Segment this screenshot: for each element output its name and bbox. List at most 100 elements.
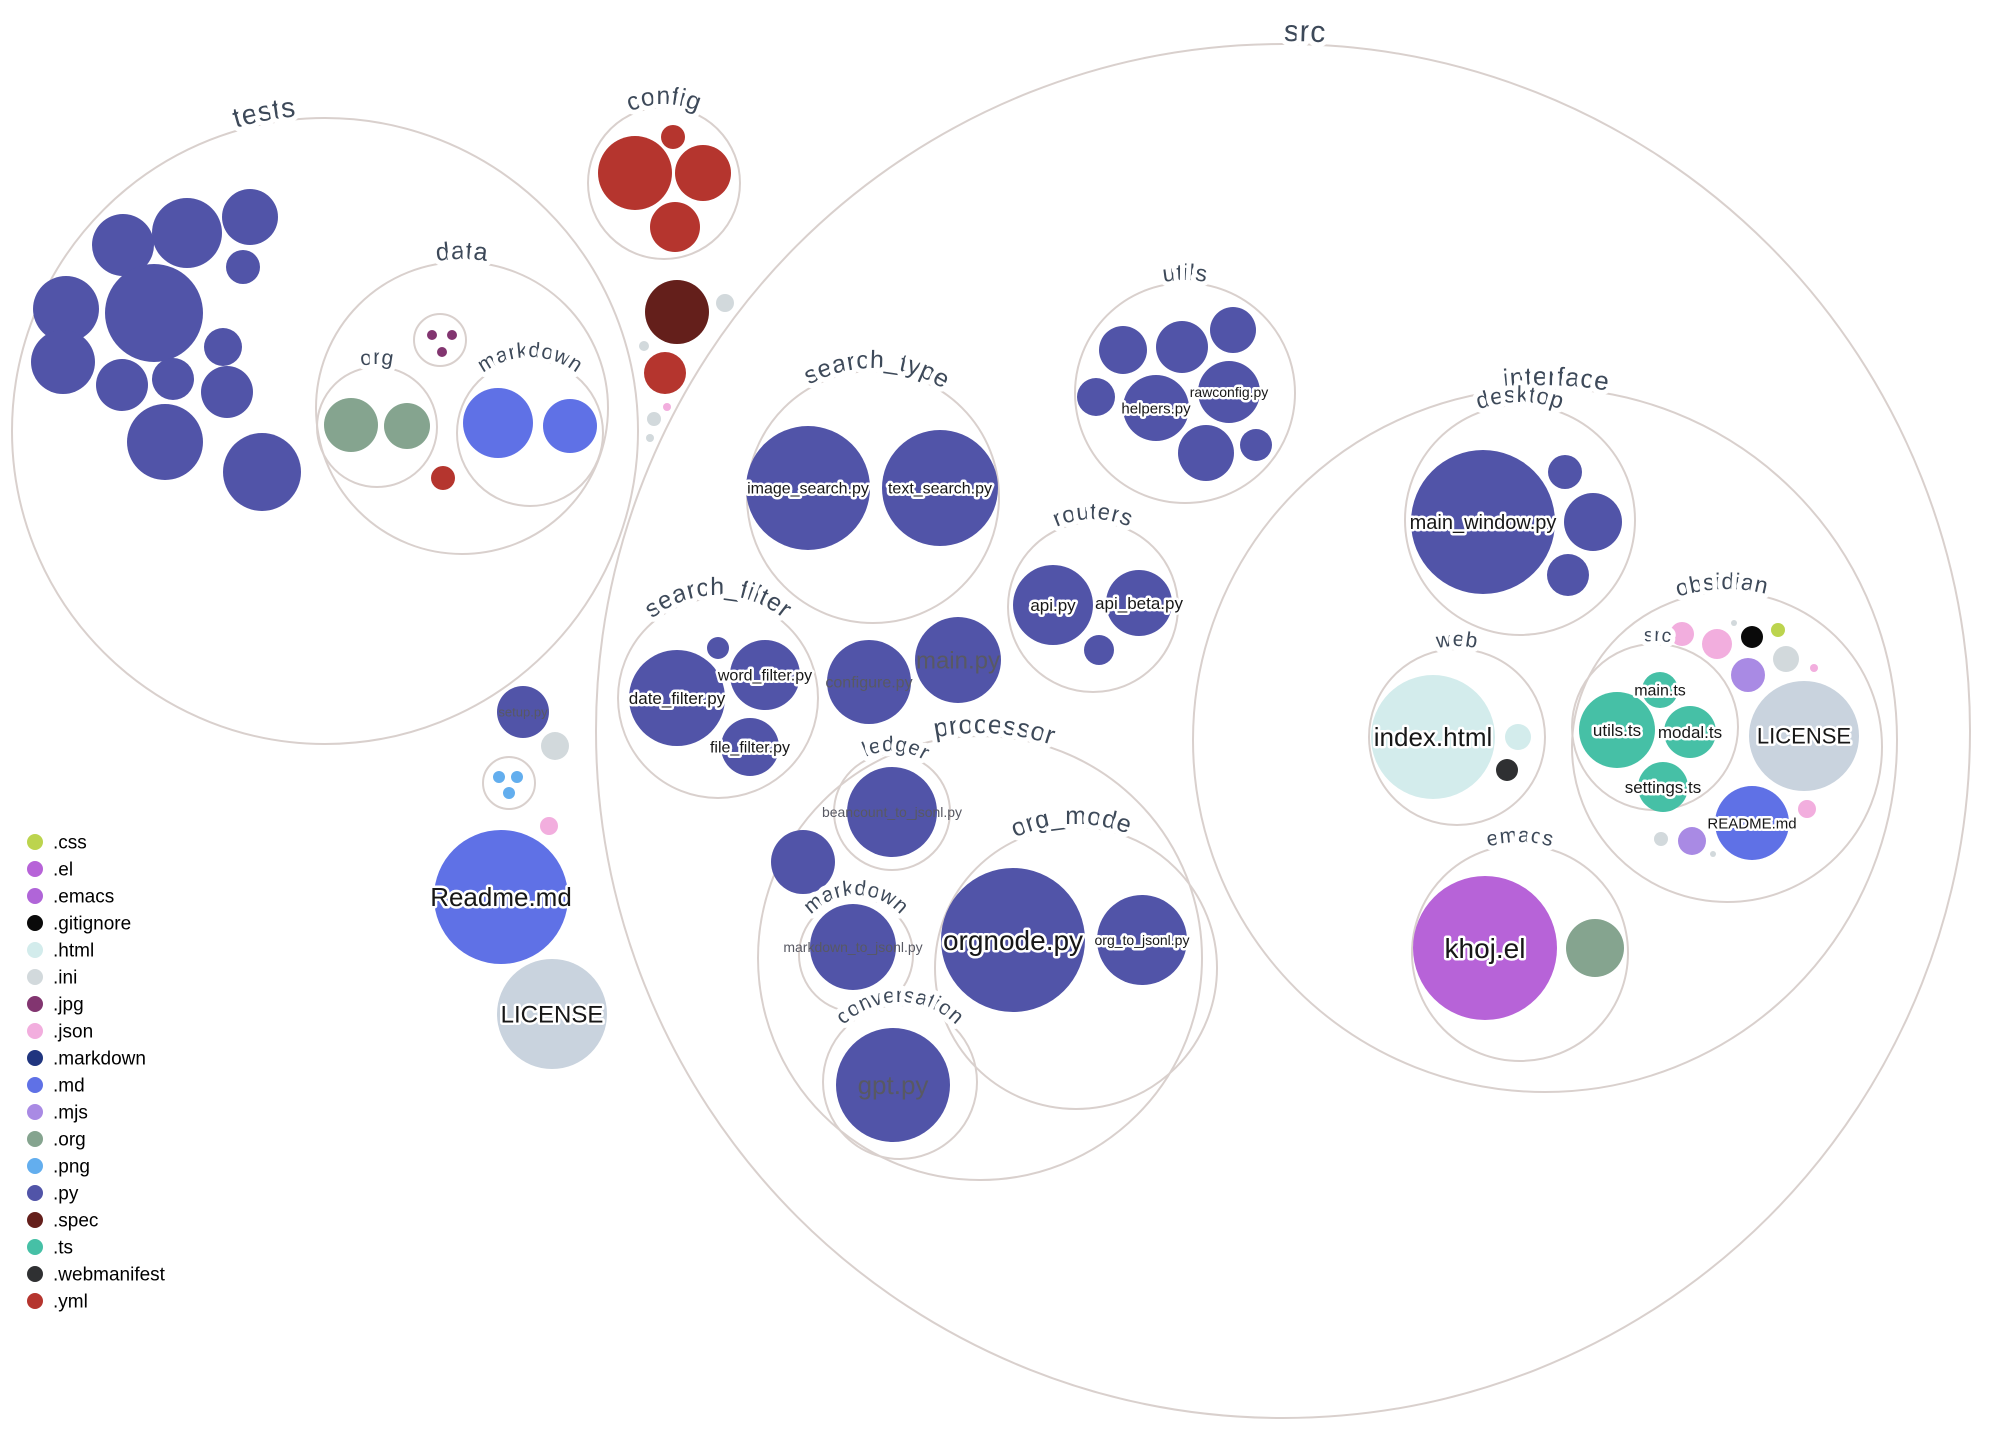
dir-circle-folder[interactable] (413, 313, 467, 367)
file-circle-gitignore-file[interactable] (1741, 626, 1763, 648)
file-circle-settings.ts[interactable] (1638, 762, 1688, 812)
file-circle-org-file[interactable] (1566, 919, 1624, 977)
file-circle-khoj.el[interactable] (1413, 876, 1557, 1020)
file-circle-spec-file[interactable] (645, 280, 709, 344)
dir-circle-desktop[interactable] (1404, 404, 1636, 636)
file-circle-png-file[interactable] (511, 771, 523, 783)
file-circle-api_beta.py[interactable] (1106, 570, 1172, 636)
dir-circle-folder[interactable] (482, 756, 536, 810)
file-circle-json-file[interactable] (1798, 800, 1816, 818)
file-circle-py-file[interactable] (127, 404, 203, 480)
file-circle-orgnode.py[interactable] (941, 868, 1085, 1012)
file-circle-py-file[interactable] (1547, 554, 1589, 596)
dir-circle-search_filter[interactable] (617, 597, 819, 799)
file-circle-index.html[interactable] (1371, 675, 1495, 799)
file-circle-png-file[interactable] (493, 771, 505, 783)
file-circle-ini-file[interactable] (716, 294, 734, 312)
file-circle-py-file[interactable] (152, 358, 194, 400)
file-circle-png-file[interactable] (503, 787, 515, 799)
file-circle-main.ts[interactable] (1642, 672, 1678, 708)
dir-circle-utils[interactable] (1074, 282, 1296, 504)
dir-circle-ledger[interactable] (833, 753, 951, 871)
file-circle-yml-file[interactable] (675, 145, 731, 201)
file-circle-py-file[interactable] (771, 830, 835, 894)
file-circle-py-file[interactable] (31, 330, 95, 394)
file-circle-utils.ts[interactable] (1579, 692, 1655, 768)
file-circle-yml-file[interactable] (650, 202, 700, 252)
file-circle-py-file[interactable] (1084, 635, 1114, 665)
file-circle-json-file[interactable] (663, 403, 671, 411)
file-circle-date_filter.py[interactable] (629, 650, 725, 746)
file-circle-setup.py[interactable] (497, 686, 549, 738)
file-circle-py-file[interactable] (1240, 429, 1272, 461)
file-circle-text_search.py[interactable] (882, 430, 998, 546)
file-circle-py-file[interactable] (707, 637, 729, 659)
file-circle-helpers.py[interactable] (1123, 375, 1189, 441)
file-circle-markdown_to_jsonl.py[interactable] (810, 904, 896, 990)
dir-circle-markdown[interactable] (456, 359, 604, 507)
file-circle-png-file[interactable] (1650, 631, 1660, 641)
file-circle-py-file[interactable] (1099, 326, 1147, 374)
file-circle-py-file[interactable] (96, 359, 148, 411)
dir-circle-org[interactable] (316, 366, 438, 488)
file-circle-LICENSE[interactable] (1749, 681, 1859, 791)
dir-circle-src[interactable] (595, 43, 1971, 1419)
file-circle-css-file[interactable] (1771, 623, 1785, 637)
dir-circle-conversation[interactable] (822, 1004, 978, 1160)
file-circle-py-file[interactable] (1548, 455, 1582, 489)
file-circle-jpg-file[interactable] (437, 347, 447, 357)
file-circle-ini-file[interactable] (1654, 832, 1668, 846)
file-circle-ini-file[interactable] (1731, 620, 1737, 626)
file-circle-configure.py[interactable] (827, 640, 911, 724)
dir-circle-obsidian[interactable] (1571, 591, 1883, 903)
file-circle-py-file[interactable] (226, 250, 260, 284)
file-circle-mjs-file[interactable] (1731, 658, 1765, 692)
file-circle-org-file[interactable] (384, 403, 430, 449)
file-circle-api.py[interactable] (1013, 565, 1093, 645)
file-circle-word_filter.py[interactable] (730, 640, 800, 710)
file-circle-gpt.py[interactable] (836, 1028, 950, 1142)
dir-circle-data[interactable] (315, 261, 609, 555)
file-circle-py-file[interactable] (222, 189, 278, 245)
file-circle-modal.ts[interactable] (1664, 706, 1716, 758)
file-circle-yml-file[interactable] (431, 466, 455, 490)
file-circle-md-file[interactable] (543, 399, 597, 453)
file-circle-ini-file[interactable] (647, 412, 661, 426)
file-circle-py-file[interactable] (1077, 378, 1115, 416)
dir-circle-processor[interactable] (757, 735, 1203, 1181)
file-circle-py-file[interactable] (1156, 321, 1208, 373)
file-circle-py-file[interactable] (1210, 307, 1256, 353)
file-circle-image_search.py[interactable] (746, 426, 870, 550)
file-circle-webmanifest-file[interactable] (1496, 759, 1518, 781)
file-circle-jpg-file[interactable] (427, 330, 437, 340)
file-circle-mjs-file[interactable] (1678, 827, 1706, 855)
file-circle-py-file[interactable] (204, 328, 242, 366)
file-circle-py-file[interactable] (152, 198, 222, 268)
file-circle-json-file[interactable] (1702, 629, 1732, 659)
file-circle-md-file[interactable] (463, 388, 533, 458)
file-circle-json-file[interactable] (1810, 664, 1818, 672)
file-circle-yml-file[interactable] (598, 136, 672, 210)
dir-circle-tests[interactable] (11, 117, 639, 745)
file-circle-ini-file[interactable] (646, 434, 654, 442)
file-circle-main_window.py[interactable] (1411, 450, 1555, 594)
file-circle-Readme.md[interactable] (434, 830, 568, 964)
file-circle-file_filter.py[interactable] (721, 718, 779, 776)
dir-circle-emacs[interactable] (1411, 844, 1629, 1062)
dir-circle-org_mode[interactable] (934, 826, 1218, 1110)
dir-circle-web[interactable] (1368, 648, 1546, 826)
file-circle-json-file[interactable] (1670, 622, 1694, 646)
file-circle-jpg-file[interactable] (447, 330, 457, 340)
file-circle-yml-file[interactable] (661, 125, 685, 149)
file-circle-main.py[interactable] (915, 617, 1001, 703)
file-circle-py-file[interactable] (92, 214, 154, 276)
file-circle-ini-file[interactable] (541, 732, 569, 760)
file-circle-py-file[interactable] (33, 276, 99, 342)
file-circle-ini-file[interactable] (639, 341, 649, 351)
file-circle-html-file[interactable] (1505, 724, 1531, 750)
file-circle-ini-file[interactable] (1773, 646, 1799, 672)
file-circle-beancount_to_jsonl.py[interactable] (847, 767, 937, 857)
file-circle-README.md[interactable] (1715, 786, 1789, 860)
file-circle-py-file[interactable] (1178, 425, 1234, 481)
file-circle-org_to_jsonl.py[interactable] (1097, 895, 1187, 985)
